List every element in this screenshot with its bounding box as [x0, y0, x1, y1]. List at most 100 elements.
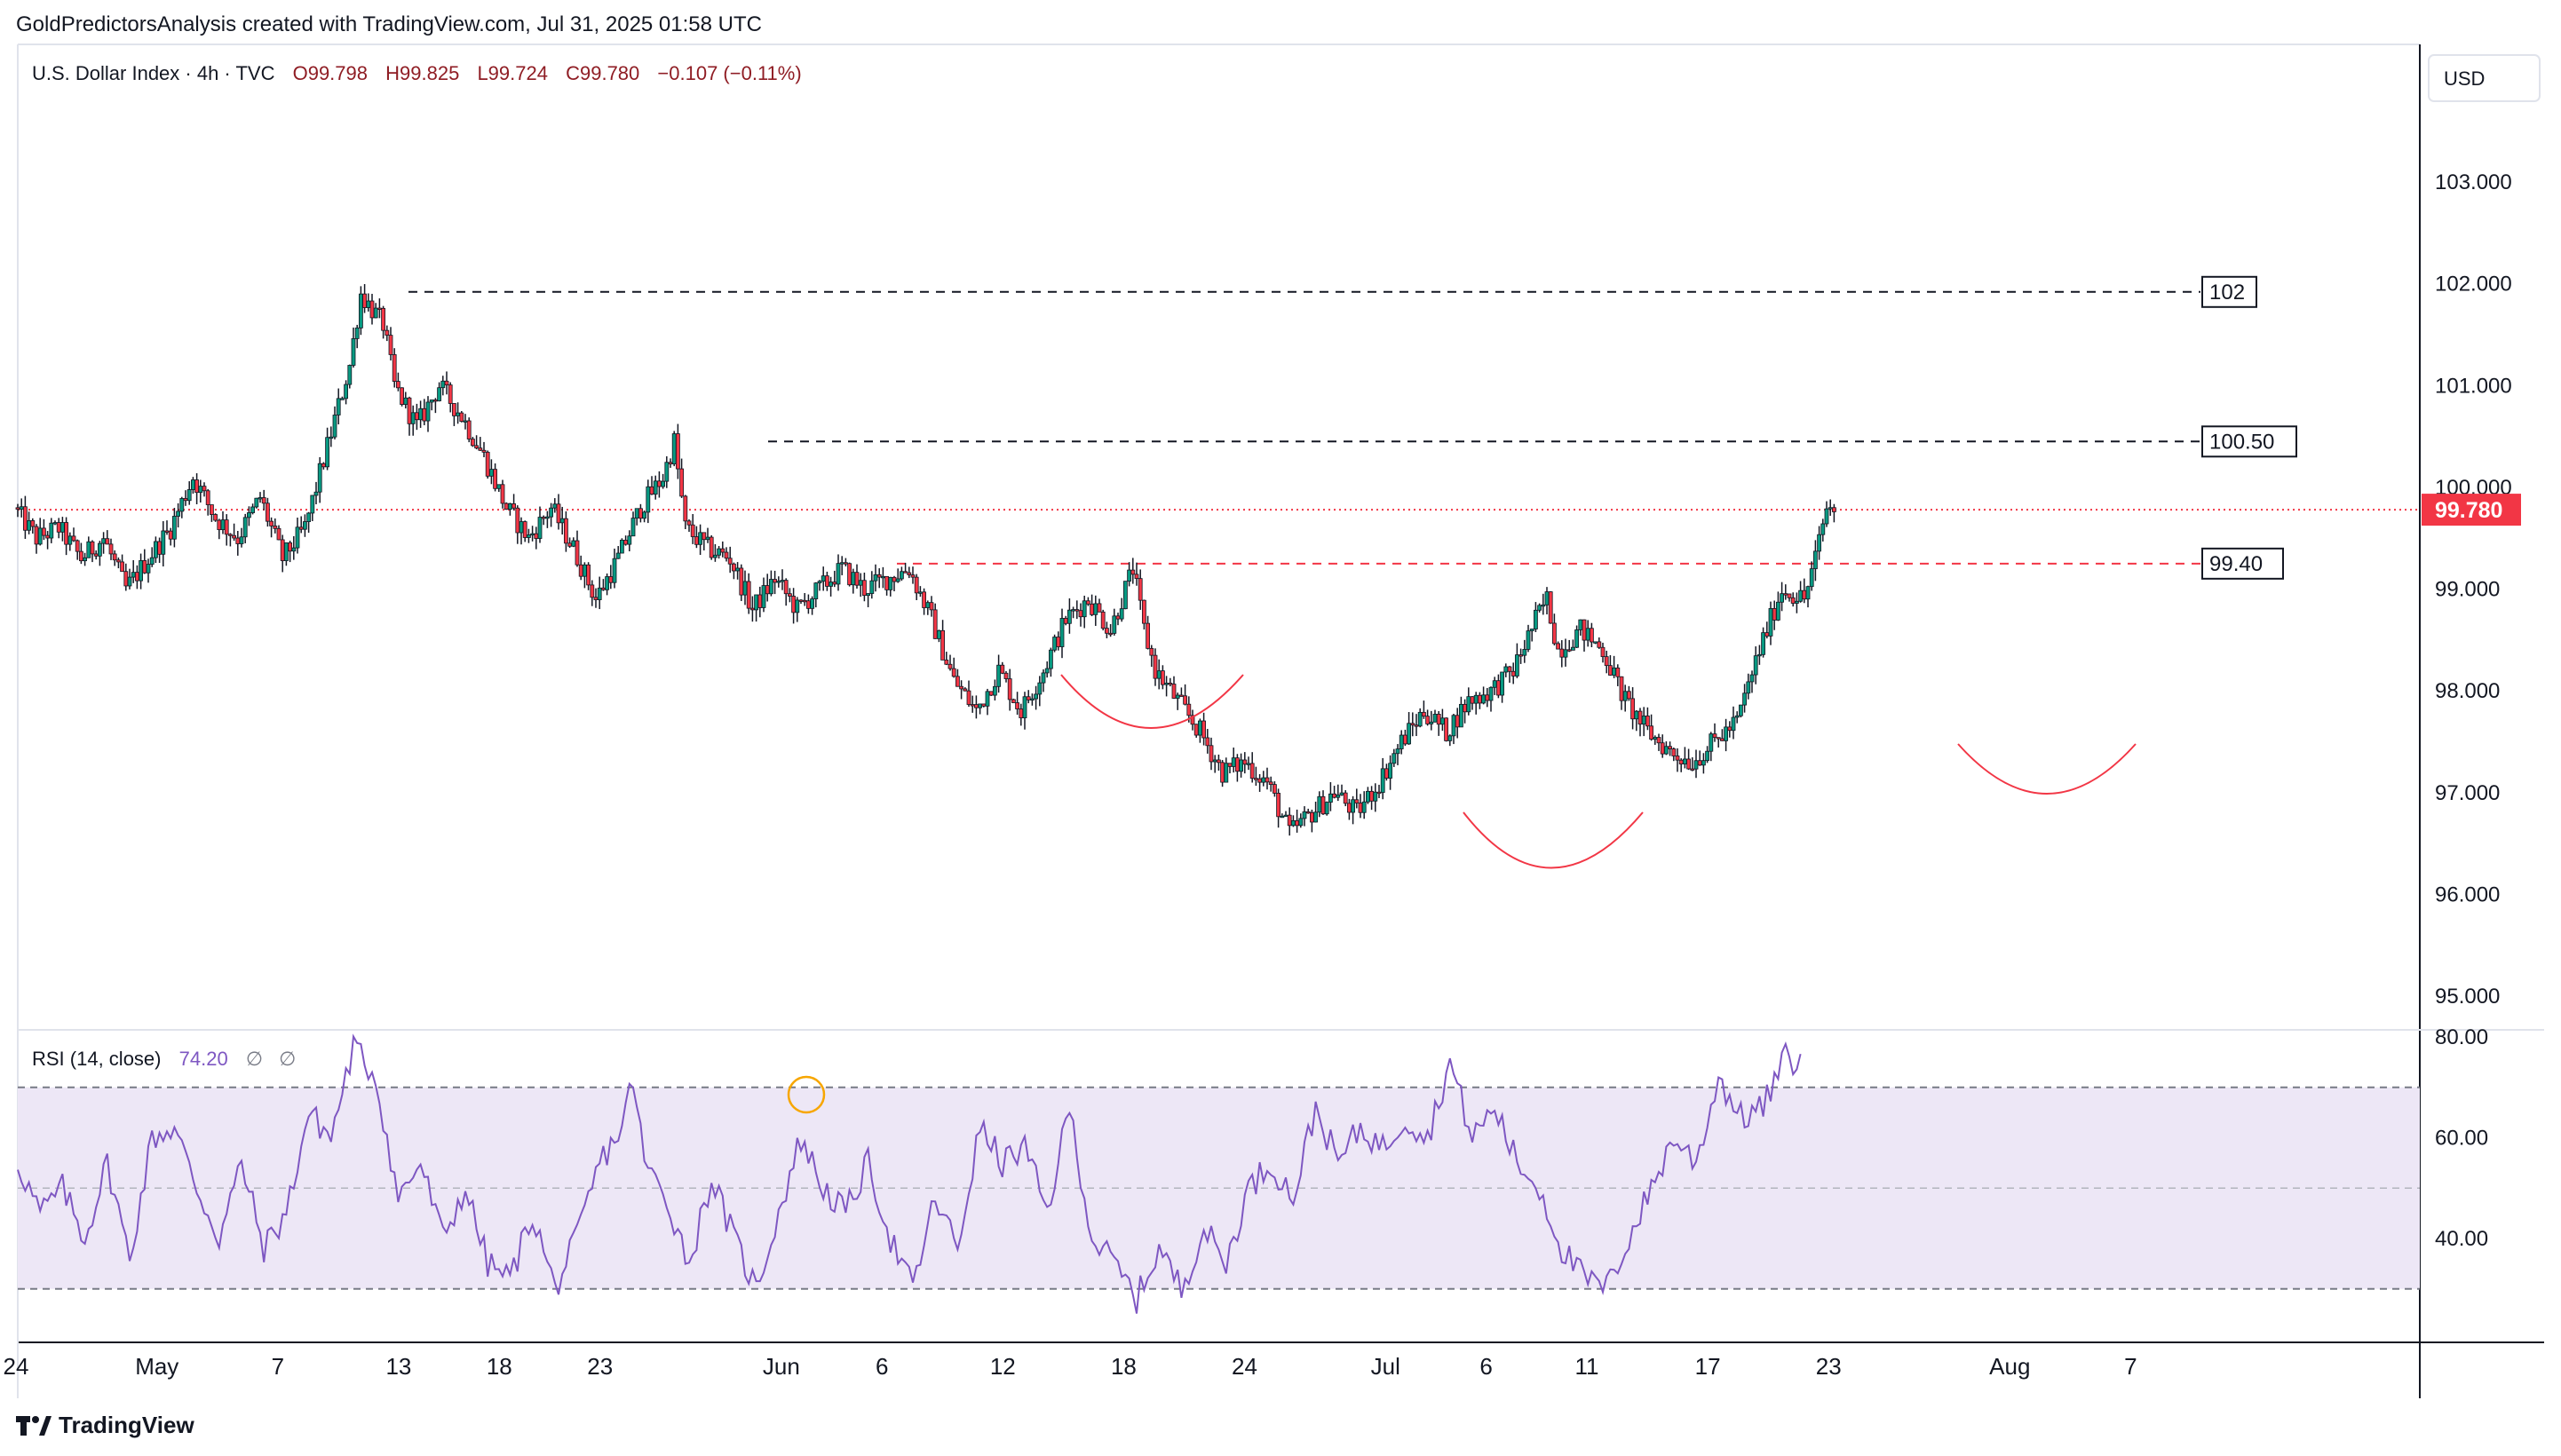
candle-body	[474, 445, 479, 449]
horizontal-levels[interactable]: 102 100.50 99.40	[408, 275, 2297, 580]
rounded-bottom-arc[interactable]	[1463, 811, 1644, 869]
candle-body	[1831, 507, 1836, 512]
candle-body	[1171, 684, 1177, 699]
candle-body	[246, 512, 251, 518]
candle-body	[1071, 609, 1075, 612]
level-label-box	[2201, 275, 2257, 308]
candle-body	[1780, 593, 1784, 603]
candle-body	[369, 300, 375, 319]
candle-body	[444, 380, 449, 385]
candle-body	[932, 609, 938, 639]
candle-body	[403, 397, 408, 405]
candle-body	[325, 437, 330, 468]
candle-body	[1086, 600, 1090, 605]
candle-body	[1668, 746, 1672, 749]
candle-body	[1809, 568, 1814, 588]
candle-body	[1380, 768, 1385, 794]
candle-body	[720, 548, 725, 553]
candle-body	[1612, 667, 1616, 676]
candle-body	[1515, 654, 1519, 677]
candle-body	[1455, 715, 1460, 728]
candle-body	[373, 307, 378, 319]
candle-body	[1246, 763, 1251, 765]
candle-body	[1522, 649, 1527, 656]
candle-body	[1574, 629, 1579, 648]
candle-body	[601, 587, 606, 590]
candle-body	[657, 480, 662, 487]
candle-body	[1440, 717, 1445, 725]
candle-body	[1820, 523, 1826, 535]
candle-body	[1302, 811, 1307, 819]
candle-body	[437, 387, 442, 401]
candle-body	[530, 533, 535, 536]
candle-body	[1376, 791, 1382, 795]
candle-body	[661, 480, 665, 487]
candle-body	[1761, 632, 1765, 655]
candle-body	[590, 584, 595, 598]
legend-symbol[interactable]: U.S. Dollar Index · 4h · TVC	[32, 62, 275, 84]
rounded-bottom-drawings[interactable]	[1060, 674, 2137, 869]
rsi-extra-2: ∅	[279, 1048, 296, 1070]
candle-body	[900, 571, 904, 580]
candle-body	[1749, 674, 1755, 683]
level-label: 99.40	[2209, 552, 2263, 576]
rounded-bottom-arc[interactable]	[1060, 674, 1244, 729]
candle-body	[1366, 790, 1370, 803]
candle-body	[519, 521, 524, 534]
rsi-value: 74.20	[179, 1048, 228, 1070]
candle-body	[1705, 750, 1709, 762]
candle-body	[381, 307, 386, 331]
candle-body	[862, 580, 867, 597]
candle-body	[821, 575, 826, 582]
candle-body	[1320, 795, 1326, 815]
candle-body	[993, 685, 997, 696]
candle-body	[795, 599, 800, 613]
rsi-pane[interactable]: 80.00 60.00 40.00	[17, 1025, 2488, 1314]
rsi-line[interactable]	[17, 1033, 1802, 1314]
candle-body	[876, 574, 882, 578]
candle-body	[1566, 649, 1572, 652]
candle-body	[564, 518, 568, 544]
candle-body	[798, 599, 804, 602]
price-axis[interactable]: 103.000102.000101.000100.00099.00098.000…	[2435, 170, 2512, 1009]
candle-body	[60, 522, 65, 533]
candle-body	[209, 504, 214, 515]
candle-body	[978, 703, 982, 708]
candle-body	[1231, 757, 1236, 767]
candle-body	[1731, 716, 1736, 732]
time-axis-label: Jun	[763, 1353, 800, 1380]
candle-body	[717, 548, 721, 556]
candle-body	[1645, 716, 1650, 727]
candle-body	[1358, 803, 1363, 813]
candle-body	[1425, 716, 1430, 724]
candle-body	[515, 507, 520, 534]
candle-body	[56, 522, 61, 533]
time-axis-label: 11	[1575, 1353, 1599, 1380]
tradingview-brand[interactable]: TradingView	[16, 1412, 194, 1439]
candle-body	[1153, 654, 1158, 679]
candle-body	[854, 572, 860, 586]
candle-body	[49, 522, 54, 539]
candle-body	[642, 511, 646, 519]
candle-body	[638, 508, 643, 519]
candle-body	[336, 398, 341, 415]
rsi-title[interactable]: RSI (14, close)	[32, 1048, 162, 1070]
rsi-highlight-circle[interactable]	[787, 1075, 826, 1114]
candle-body	[1052, 637, 1057, 651]
candle-body	[925, 602, 931, 608]
candle-body	[1712, 733, 1717, 739]
candle-body	[1597, 641, 1602, 648]
candle-body	[1090, 603, 1094, 615]
candle-body	[1175, 694, 1180, 699]
candle-body	[1395, 748, 1400, 755]
rounded-bottom-arc[interactable]	[1957, 743, 2137, 795]
currency-button[interactable]: USD	[2428, 54, 2541, 102]
candle-body	[1552, 622, 1557, 645]
candle-body	[552, 503, 558, 509]
time-axis[interactable]: 24 May 7 13 18 23 Jun 6 12 18 24 Jul 6 11 17 23 Aug 7	[4, 1353, 2137, 1380]
candle-body	[321, 463, 326, 468]
candle-body	[1108, 632, 1113, 636]
legend-low: L99.724	[477, 62, 548, 84]
candlestick-series[interactable]	[15, 283, 1836, 836]
